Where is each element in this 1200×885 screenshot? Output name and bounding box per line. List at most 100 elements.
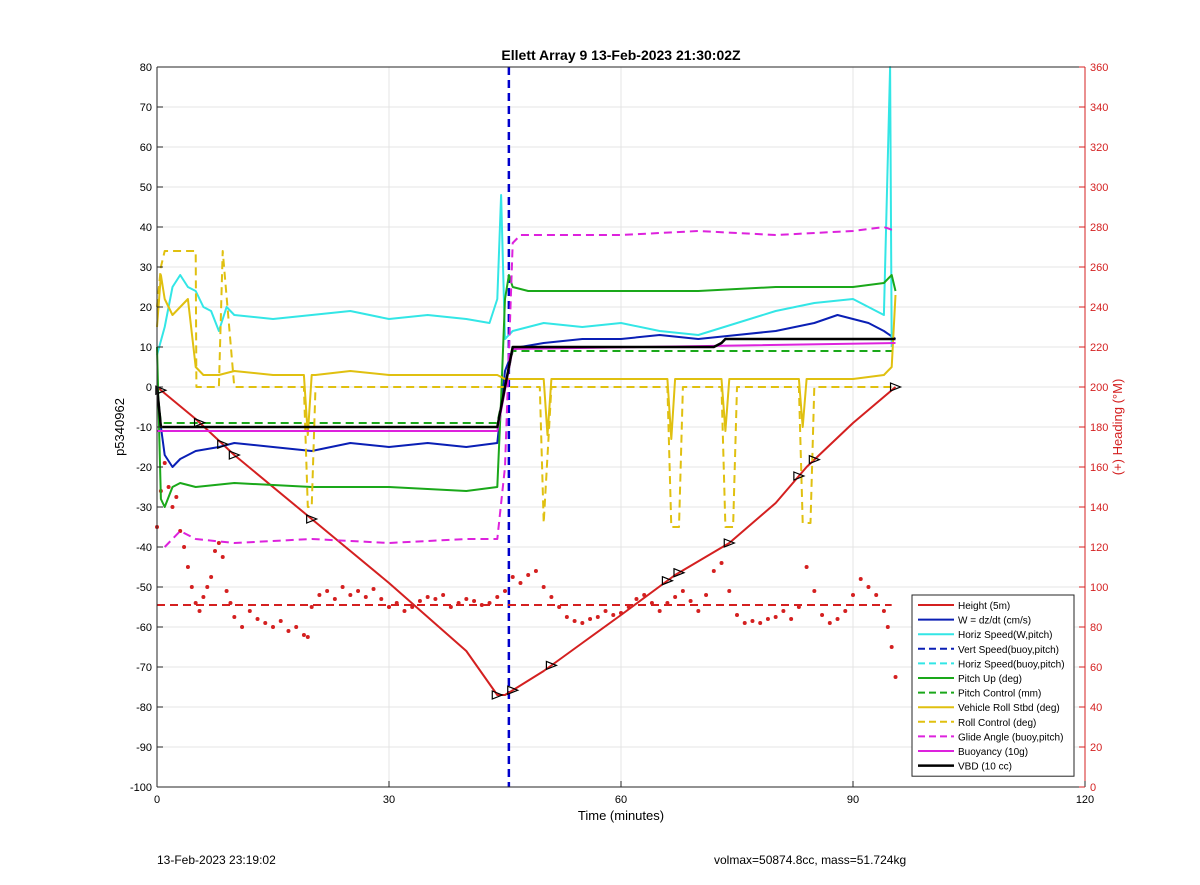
- legend-label-6: Pitch Control (mm): [958, 689, 1041, 700]
- y-left-tick-label: -40: [136, 542, 152, 554]
- heading-point: [719, 561, 724, 565]
- y-left-tick-label: -20: [136, 462, 152, 474]
- series-line-5: [156, 274, 897, 508]
- heading-point: [487, 601, 492, 605]
- heading-point: [820, 613, 825, 617]
- heading-point: [472, 599, 477, 603]
- legend-label-5: Pitch Up (deg): [958, 674, 1022, 685]
- heading-point: [557, 605, 562, 609]
- heading-point: [185, 565, 190, 569]
- y-right-tick-label: 100: [1090, 582, 1108, 594]
- y-left-tick-label: 10: [140, 342, 152, 354]
- heading-point: [189, 585, 194, 589]
- heading-point: [205, 585, 210, 589]
- heading-point: [688, 599, 693, 603]
- heading-point: [170, 505, 175, 509]
- heading-point: [448, 605, 453, 609]
- height-marker: [889, 382, 903, 392]
- heading-point: [843, 609, 848, 613]
- heading-point: [162, 461, 167, 465]
- heading-point: [603, 609, 608, 613]
- heading-point: [294, 625, 299, 629]
- heading-point: [885, 625, 890, 629]
- heading-scatter: [155, 461, 898, 679]
- heading-point: [479, 603, 484, 607]
- heading-point: [789, 617, 794, 621]
- series-line-9: [163, 226, 896, 548]
- heading-point: [278, 619, 283, 623]
- heading-point: [796, 605, 801, 609]
- legend: Height (5m) W = dz/dt (cm/s) Horiz Speed(W…: [911, 594, 1075, 777]
- y-right-tick-label: 0: [1090, 782, 1096, 794]
- heading-point: [193, 601, 198, 605]
- footer-timestamp: 13-Feb-2023 23:19:02: [157, 853, 276, 867]
- heading-point: [340, 585, 345, 589]
- heading-point: [742, 621, 747, 625]
- legend-label-3: Vert Speed(buoy,pitch): [958, 645, 1059, 656]
- heading-point: [356, 589, 361, 593]
- heading-point: [588, 617, 593, 621]
- y-right-tick-label: 60: [1090, 662, 1102, 674]
- y-left-tick-label: 0: [146, 382, 152, 394]
- x-axis-label: Time (minutes): [578, 808, 664, 823]
- heading-point: [209, 575, 214, 579]
- heading-point: [325, 589, 330, 593]
- heading-point: [363, 595, 368, 599]
- heading-point: [851, 593, 855, 597]
- y-axis-label-left: p5340962: [112, 398, 127, 456]
- heading-point: [417, 599, 422, 603]
- heading-point: [657, 609, 662, 613]
- x-tick-label: 60: [615, 794, 627, 806]
- y-right-tick-label: 260: [1090, 262, 1108, 274]
- y-left-tick-label: -80: [136, 702, 152, 714]
- heading-point: [526, 573, 531, 577]
- heading-point: [182, 545, 187, 549]
- y-right-tick-label: 80: [1090, 622, 1102, 634]
- height-markers: [155, 382, 903, 700]
- y-right-tick-label: 200: [1090, 382, 1108, 394]
- legend-label-2: Horiz Speed(W,pitch): [958, 630, 1052, 641]
- legend-label-4: Horiz Speed(buoy,pitch): [958, 659, 1065, 670]
- heading-point: [271, 625, 275, 629]
- heading-point: [758, 621, 763, 625]
- heading-point: [387, 605, 391, 609]
- heading-point: [379, 597, 384, 601]
- y-left-tick-label: -60: [136, 622, 152, 634]
- heading-point: [232, 615, 237, 619]
- series-line-0: [156, 386, 897, 696]
- height-marker: [193, 417, 207, 428]
- heading-point: [425, 595, 430, 599]
- heading-point: [866, 585, 871, 589]
- x-tick-labels: 0 30 60 90 120: [154, 781, 1094, 806]
- height-marker: [228, 450, 241, 460]
- heading-point: [317, 593, 322, 597]
- heading-point: [750, 619, 755, 623]
- heading-point: [433, 597, 438, 601]
- heading-point: [464, 597, 469, 601]
- heading-point: [580, 621, 585, 625]
- y-right-tick-labels: 0 20 40 60 80 100 120 140 160 180 200 220 240 260 280 3…: [1079, 62, 1108, 794]
- heading-point: [510, 575, 515, 579]
- heading-point: [247, 609, 252, 613]
- x-tick-label: 90: [847, 794, 859, 806]
- heading-point: [634, 597, 639, 601]
- series-line-1: [156, 314, 897, 468]
- legend-label-11: VBD (10 cc): [958, 762, 1012, 773]
- y-right-tick-label: 360: [1090, 62, 1108, 74]
- heading-point: [889, 645, 894, 649]
- heading-point: [711, 569, 716, 573]
- series-line-2: [156, 66, 893, 356]
- heading-point: [572, 619, 577, 623]
- y-left-tick-label: 30: [140, 262, 152, 274]
- heading-point: [201, 595, 206, 599]
- heading-point: [441, 593, 446, 597]
- heading-point: [174, 495, 179, 499]
- y-left-tick-label: 40: [140, 222, 152, 234]
- heading-point: [704, 593, 709, 597]
- y-right-tick-label: 120: [1090, 542, 1108, 554]
- heading-point: [394, 601, 399, 605]
- heading-point: [533, 569, 538, 573]
- y-right-tick-label: 280: [1090, 222, 1108, 234]
- heading-point: [410, 605, 415, 609]
- heading-point: [348, 593, 353, 597]
